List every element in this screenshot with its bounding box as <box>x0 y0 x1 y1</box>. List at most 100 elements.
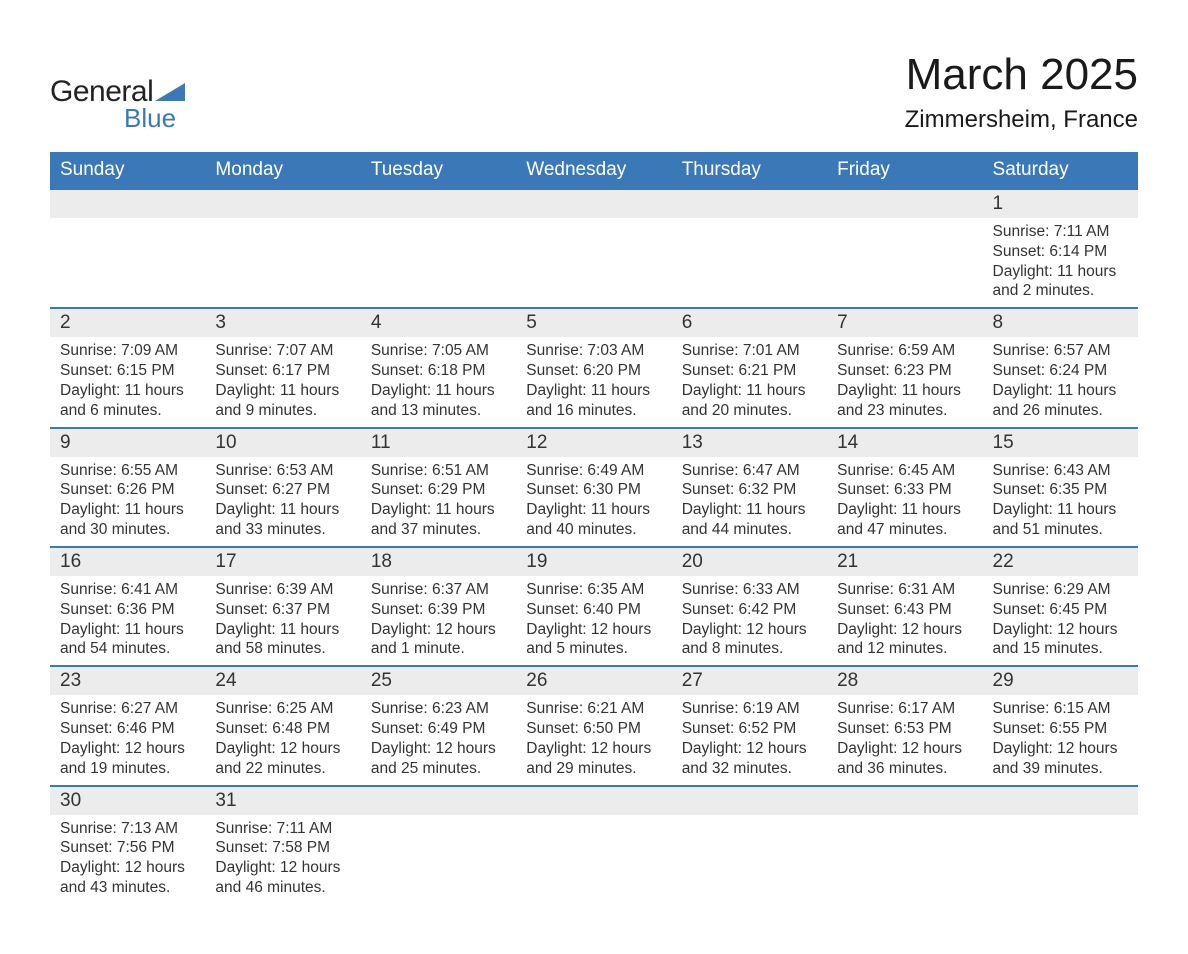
calendar-day-cell: 4Sunrise: 7:05 AMSunset: 6:18 PMDaylight… <box>361 308 516 427</box>
day-body: Sunrise: 6:57 AMSunset: 6:24 PMDaylight:… <box>983 337 1138 426</box>
day-number: 29 <box>983 667 1138 695</box>
day-number: 26 <box>516 667 671 695</box>
day-number: 6 <box>672 309 827 337</box>
sunrise-line: Sunrise: 6:41 AM <box>60 580 195 600</box>
sunrise-line: Sunrise: 7:01 AM <box>682 341 817 361</box>
day-number: 18 <box>361 548 516 576</box>
weekday-header: Saturday <box>983 152 1138 189</box>
calendar-day-cell: 13Sunrise: 6:47 AMSunset: 6:32 PMDayligh… <box>672 428 827 547</box>
weekday-header: Tuesday <box>361 152 516 189</box>
sunrise-line: Sunrise: 6:21 AM <box>526 699 661 719</box>
day-number: 15 <box>983 429 1138 457</box>
weekday-header: Wednesday <box>516 152 671 189</box>
calendar-day-cell: 1Sunrise: 7:11 AMSunset: 6:14 PMDaylight… <box>983 189 1138 308</box>
sunset-line: Sunset: 6:55 PM <box>993 719 1128 739</box>
sunrise-line: Sunrise: 7:05 AM <box>371 341 506 361</box>
day-number: 23 <box>50 667 205 695</box>
day-body: Sunrise: 6:59 AMSunset: 6:23 PMDaylight:… <box>827 337 982 426</box>
day-number: 20 <box>672 548 827 576</box>
sunset-line: Sunset: 7:56 PM <box>60 838 195 858</box>
calendar-day-cell: 8Sunrise: 6:57 AMSunset: 6:24 PMDaylight… <box>983 308 1138 427</box>
weekday-header: Monday <box>205 152 360 189</box>
day-number: 16 <box>50 548 205 576</box>
day-body <box>50 218 205 278</box>
sunset-line: Sunset: 6:35 PM <box>993 480 1128 500</box>
sunrise-line: Sunrise: 6:49 AM <box>526 461 661 481</box>
daylight-line: Daylight: 11 hours and 6 minutes. <box>60 381 195 421</box>
calendar-day-cell <box>516 189 671 308</box>
logo: General Blue <box>50 75 185 134</box>
day-body <box>361 218 516 278</box>
day-body <box>827 218 982 278</box>
day-number: 14 <box>827 429 982 457</box>
day-body: Sunrise: 7:13 AMSunset: 7:56 PMDaylight:… <box>50 815 205 904</box>
day-number <box>516 787 671 815</box>
sunset-line: Sunset: 6:40 PM <box>526 600 661 620</box>
calendar-day-cell: 2Sunrise: 7:09 AMSunset: 6:15 PMDaylight… <box>50 308 205 427</box>
day-number: 7 <box>827 309 982 337</box>
calendar-day-cell: 29Sunrise: 6:15 AMSunset: 6:55 PMDayligh… <box>983 666 1138 785</box>
daylight-line: Daylight: 12 hours and 36 minutes. <box>837 739 972 779</box>
sunset-line: Sunset: 6:50 PM <box>526 719 661 739</box>
day-number: 25 <box>361 667 516 695</box>
daylight-line: Daylight: 12 hours and 29 minutes. <box>526 739 661 779</box>
daylight-line: Daylight: 11 hours and 37 minutes. <box>371 500 506 540</box>
day-number <box>50 190 205 218</box>
sunset-line: Sunset: 6:32 PM <box>682 480 817 500</box>
calendar-day-cell: 14Sunrise: 6:45 AMSunset: 6:33 PMDayligh… <box>827 428 982 547</box>
calendar-day-cell: 7Sunrise: 6:59 AMSunset: 6:23 PMDaylight… <box>827 308 982 427</box>
day-number <box>205 190 360 218</box>
day-body: Sunrise: 6:53 AMSunset: 6:27 PMDaylight:… <box>205 457 360 546</box>
calendar-day-cell: 12Sunrise: 6:49 AMSunset: 6:30 PMDayligh… <box>516 428 671 547</box>
sunset-line: Sunset: 6:45 PM <box>993 600 1128 620</box>
weekday-header: Thursday <box>672 152 827 189</box>
sunset-line: Sunset: 6:23 PM <box>837 361 972 381</box>
calendar-day-cell: 23Sunrise: 6:27 AMSunset: 6:46 PMDayligh… <box>50 666 205 785</box>
day-body <box>516 218 671 278</box>
day-body: Sunrise: 6:21 AMSunset: 6:50 PMDaylight:… <box>516 695 671 784</box>
calendar-week-row: 2Sunrise: 7:09 AMSunset: 6:15 PMDaylight… <box>50 308 1138 427</box>
sunrise-line: Sunrise: 6:53 AM <box>215 461 350 481</box>
day-number: 30 <box>50 787 205 815</box>
calendar-week-row: 30Sunrise: 7:13 AMSunset: 7:56 PMDayligh… <box>50 786 1138 904</box>
calendar-day-cell: 10Sunrise: 6:53 AMSunset: 6:27 PMDayligh… <box>205 428 360 547</box>
daylight-line: Daylight: 11 hours and 47 minutes. <box>837 500 972 540</box>
daylight-line: Daylight: 12 hours and 46 minutes. <box>215 858 350 898</box>
sunset-line: Sunset: 6:36 PM <box>60 600 195 620</box>
daylight-line: Daylight: 12 hours and 19 minutes. <box>60 739 195 779</box>
day-number <box>516 190 671 218</box>
calendar-table: Sunday Monday Tuesday Wednesday Thursday… <box>50 152 1138 904</box>
sunrise-line: Sunrise: 6:19 AM <box>682 699 817 719</box>
day-body <box>516 815 671 875</box>
calendar-day-cell <box>516 786 671 904</box>
day-body: Sunrise: 7:01 AMSunset: 6:21 PMDaylight:… <box>672 337 827 426</box>
day-body: Sunrise: 7:11 AMSunset: 7:58 PMDaylight:… <box>205 815 360 904</box>
day-body: Sunrise: 6:45 AMSunset: 6:33 PMDaylight:… <box>827 457 982 546</box>
day-body: Sunrise: 7:11 AMSunset: 6:14 PMDaylight:… <box>983 218 1138 307</box>
day-body: Sunrise: 6:31 AMSunset: 6:43 PMDaylight:… <box>827 576 982 665</box>
sunset-line: Sunset: 7:58 PM <box>215 838 350 858</box>
page-header: General Blue March 2025 Zimmersheim, Fra… <box>50 50 1138 134</box>
daylight-line: Daylight: 11 hours and 58 minutes. <box>215 620 350 660</box>
day-number: 9 <box>50 429 205 457</box>
sunset-line: Sunset: 6:29 PM <box>371 480 506 500</box>
daylight-line: Daylight: 12 hours and 39 minutes. <box>993 739 1128 779</box>
daylight-line: Daylight: 11 hours and 33 minutes. <box>215 500 350 540</box>
sunrise-line: Sunrise: 6:29 AM <box>993 580 1128 600</box>
sunrise-line: Sunrise: 6:33 AM <box>682 580 817 600</box>
day-number: 24 <box>205 667 360 695</box>
calendar-day-cell: 20Sunrise: 6:33 AMSunset: 6:42 PMDayligh… <box>672 547 827 666</box>
day-number: 2 <box>50 309 205 337</box>
day-number <box>672 787 827 815</box>
daylight-line: Daylight: 11 hours and 16 minutes. <box>526 381 661 421</box>
day-body <box>361 815 516 875</box>
day-number: 13 <box>672 429 827 457</box>
day-body: Sunrise: 6:27 AMSunset: 6:46 PMDaylight:… <box>50 695 205 784</box>
day-body: Sunrise: 6:29 AMSunset: 6:45 PMDaylight:… <box>983 576 1138 665</box>
day-body <box>672 218 827 278</box>
day-body: Sunrise: 6:33 AMSunset: 6:42 PMDaylight:… <box>672 576 827 665</box>
calendar-day-cell <box>361 189 516 308</box>
sunset-line: Sunset: 6:49 PM <box>371 719 506 739</box>
day-number: 4 <box>361 309 516 337</box>
day-number: 31 <box>205 787 360 815</box>
